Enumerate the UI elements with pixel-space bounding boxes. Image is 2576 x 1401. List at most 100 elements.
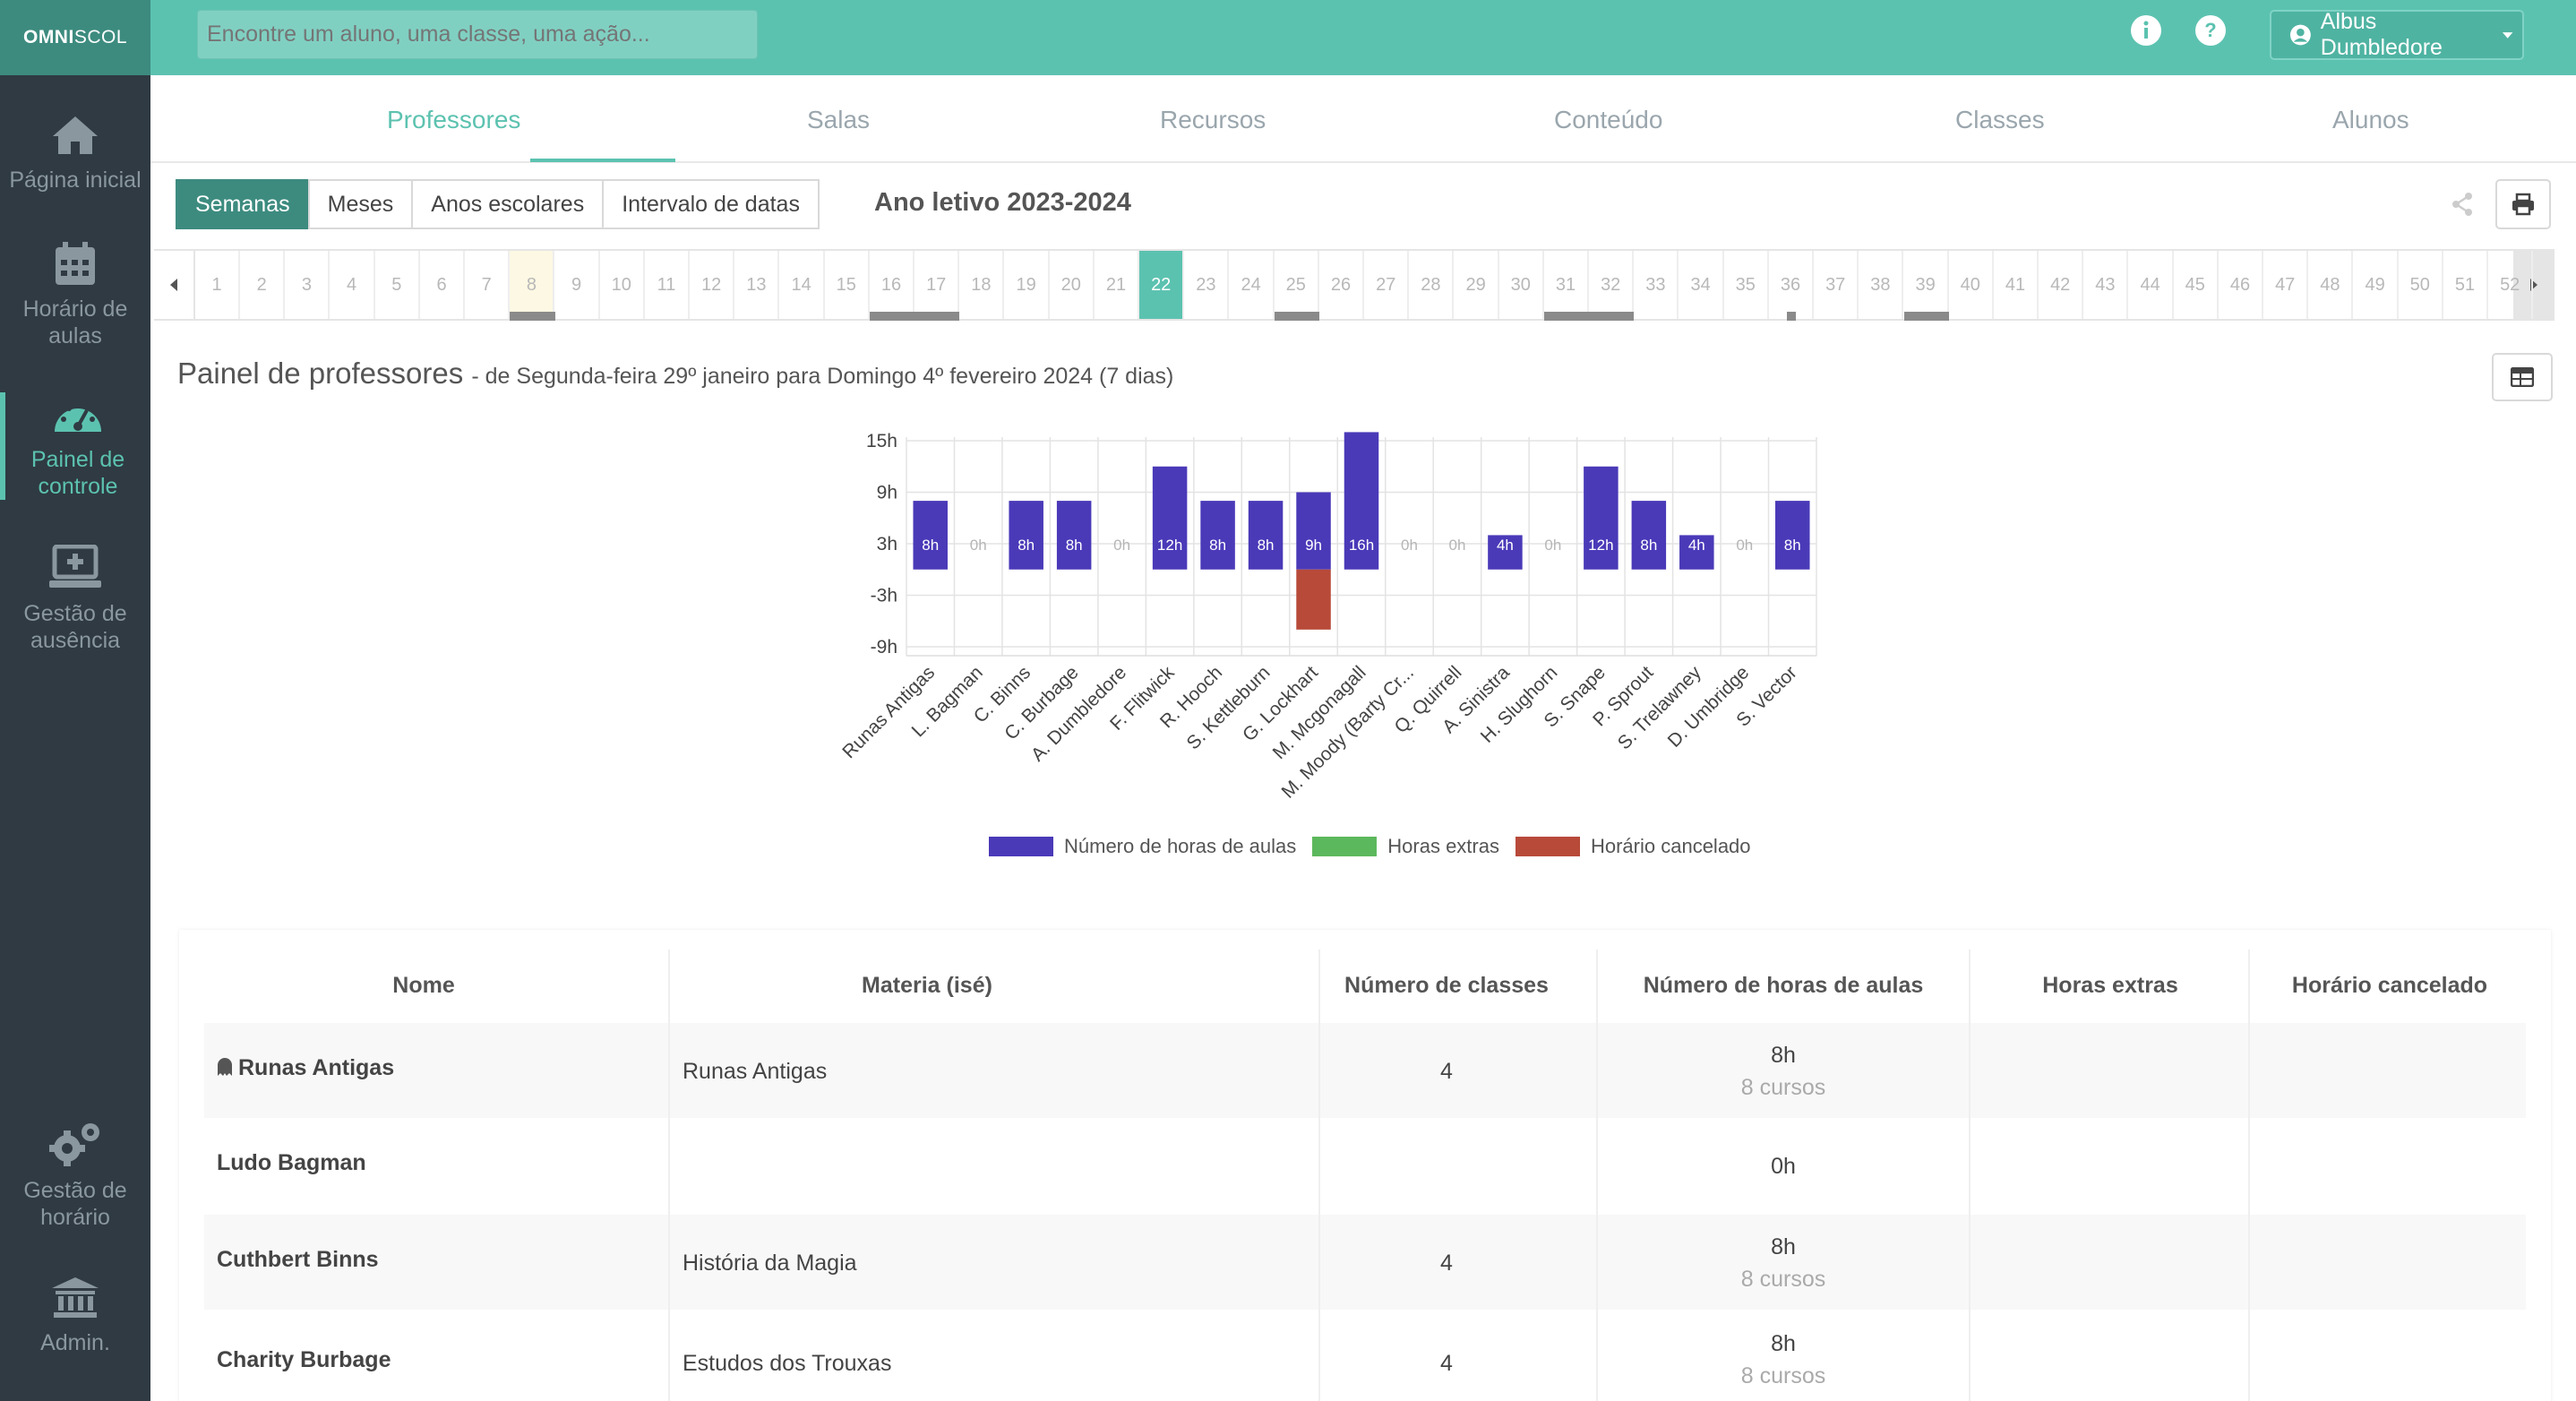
week-20[interactable]: 20 (1050, 251, 1095, 319)
week-35[interactable]: 35 (1724, 251, 1769, 319)
week-9[interactable]: 9 (555, 251, 600, 319)
week-30[interactable]: 30 (1499, 251, 1544, 319)
mode-weeks-button[interactable]: Semanas (176, 179, 310, 229)
week-50[interactable]: 50 (2399, 251, 2443, 319)
share-icon[interactable] (2451, 192, 2474, 217)
week-32[interactable]: 32 (1589, 251, 1635, 319)
week-1[interactable]: 1 (195, 251, 240, 319)
legend-label: Horas extras (1387, 835, 1499, 857)
week-15[interactable]: 15 (825, 251, 870, 319)
week-52[interactable]: 52 (2488, 251, 2534, 319)
week-31[interactable]: 31 (1544, 251, 1589, 319)
week-38[interactable]: 38 (1859, 251, 1904, 319)
search-input[interactable] (197, 10, 758, 59)
teacher-name[interactable]: Cuthbert Binns (217, 1247, 379, 1272)
week-47[interactable]: 47 (2263, 251, 2309, 319)
mode-school-years-button[interactable]: Anos escolares (411, 179, 605, 229)
tab-students[interactable]: Alunos (2332, 106, 2409, 133)
week-24[interactable]: 24 (1230, 251, 1275, 319)
week-23[interactable]: 23 (1184, 251, 1230, 319)
table-row[interactable]: Charity Burbage Estudos dos Trouxas 4 8h… (204, 1310, 2526, 1401)
column-header-cancelled[interactable]: Horário cancelado (2291, 973, 2488, 998)
week-25[interactable]: 25 (1275, 251, 1319, 319)
print-button[interactable] (2495, 179, 2551, 229)
week-49[interactable]: 49 (2354, 251, 2399, 319)
week-5[interactable]: 5 (375, 251, 420, 319)
week-12[interactable]: 12 (690, 251, 735, 319)
tab-resources[interactable]: Recursos (1160, 106, 1267, 133)
mode-date-range-button[interactable]: Intervalo de datas (602, 179, 820, 229)
sidebar-item-absence[interactable]: Gestão de ausência (0, 545, 150, 654)
tab-content[interactable]: Conteúdo (1554, 106, 1663, 133)
week-22[interactable]: 22 (1139, 251, 1185, 319)
week-26[interactable]: 26 (1319, 251, 1364, 319)
week-3[interactable]: 3 (285, 251, 331, 319)
column-header-hours[interactable]: Número de horas de aulas (1643, 973, 1924, 998)
week-27[interactable]: 27 (1364, 251, 1410, 319)
column-header-extra-hours[interactable]: Horas extras (2042, 973, 2178, 998)
week-21[interactable]: 21 (1095, 251, 1139, 319)
week-18[interactable]: 18 (959, 251, 1005, 319)
tab-teachers[interactable]: Professores (387, 106, 521, 133)
mode-months-button[interactable]: Meses (307, 179, 414, 229)
week-34[interactable]: 34 (1679, 251, 1724, 319)
info-icon[interactable] (2130, 14, 2162, 47)
week-42[interactable]: 42 (2039, 251, 2084, 319)
previous-weeks-button[interactable] (154, 251, 195, 319)
column-header-subject[interactable]: Materia (isé) (862, 973, 992, 998)
week-13[interactable]: 13 (734, 251, 780, 319)
week-6[interactable]: 6 (420, 251, 465, 319)
sidebar-item-dashboard[interactable]: Painel de controle (0, 392, 150, 500)
week-37[interactable]: 37 (1814, 251, 1859, 319)
data-label: 12h (1157, 537, 1182, 554)
week-29[interactable]: 29 (1455, 251, 1499, 319)
toggle-table-view-button[interactable] (2492, 353, 2553, 401)
week-51[interactable]: 51 (2443, 251, 2488, 319)
user-menu-button[interactable]: Albus Dumbledore (2270, 9, 2524, 60)
legend-item-extra[interactable]: Horas extras (1312, 835, 1499, 858)
week-4[interactable]: 4 (331, 251, 375, 319)
week-36[interactable]: 36 (1769, 251, 1814, 319)
sidebar-item-schedule-management[interactable]: Gestão de horário (0, 1120, 150, 1231)
tab-classes[interactable]: Classes (1955, 106, 2045, 133)
week-41[interactable]: 41 (1994, 251, 2039, 319)
teacher-name[interactable]: Charity Burbage (217, 1347, 391, 1372)
table-row[interactable]: Runas Antigas Runas Antigas 4 8h 8 curso… (204, 1023, 2526, 1118)
week-16[interactable]: 16 (870, 251, 914, 319)
week-2[interactable]: 2 (240, 251, 286, 319)
bar-hours (1056, 501, 1092, 570)
sidebar-item-admin[interactable]: Admin. (0, 1276, 150, 1356)
table-row[interactable]: Cuthbert Binns História da Magia 4 8h 8 … (204, 1215, 2526, 1310)
data-label: 8h (1066, 537, 1083, 554)
week-46[interactable]: 46 (2219, 251, 2263, 319)
week-48[interactable]: 48 (2308, 251, 2354, 319)
week-8[interactable]: 8 (510, 251, 555, 319)
teacher-hours: 8h (1771, 1331, 1796, 1356)
table-row[interactable]: Ludo Bagman 0h (204, 1118, 2526, 1213)
column-header-name[interactable]: Nome (392, 973, 455, 998)
teacher-name[interactable]: Runas Antigas (238, 1055, 395, 1080)
week-28[interactable]: 28 (1409, 251, 1455, 319)
week-11[interactable]: 11 (645, 251, 690, 319)
week-19[interactable]: 19 (1005, 251, 1050, 319)
legend-item-hours[interactable]: Número de horas de aulas (989, 835, 1296, 858)
tab-rooms[interactable]: Salas (807, 106, 871, 133)
column-header-classes[interactable]: Número de classes (1344, 973, 1549, 998)
week-44[interactable]: 44 (2129, 251, 2174, 319)
sidebar-item-timetable[interactable]: Horário de aulas (0, 240, 150, 349)
sidebar-item-home[interactable]: Página inicial (0, 113, 150, 193)
week-40[interactable]: 40 (1949, 251, 1994, 319)
week-14[interactable]: 14 (780, 251, 825, 319)
help-icon[interactable]: ? (2194, 14, 2227, 47)
legend-item-cancelled[interactable]: Horário cancelado (1515, 835, 1751, 858)
week-7[interactable]: 7 (465, 251, 511, 319)
week-45[interactable]: 45 (2174, 251, 2219, 319)
week-39[interactable]: 39 (1904, 251, 1949, 319)
teacher-name[interactable]: Ludo Bagman (217, 1150, 366, 1175)
week-10[interactable]: 10 (600, 251, 645, 319)
week-43[interactable]: 43 (2083, 251, 2129, 319)
app-logo[interactable]: OMNI SCOL (0, 0, 150, 75)
week-33[interactable]: 33 (1634, 251, 1679, 319)
teacher-courses: 8 cursos (1740, 1363, 1826, 1388)
week-17[interactable]: 17 (914, 251, 960, 319)
